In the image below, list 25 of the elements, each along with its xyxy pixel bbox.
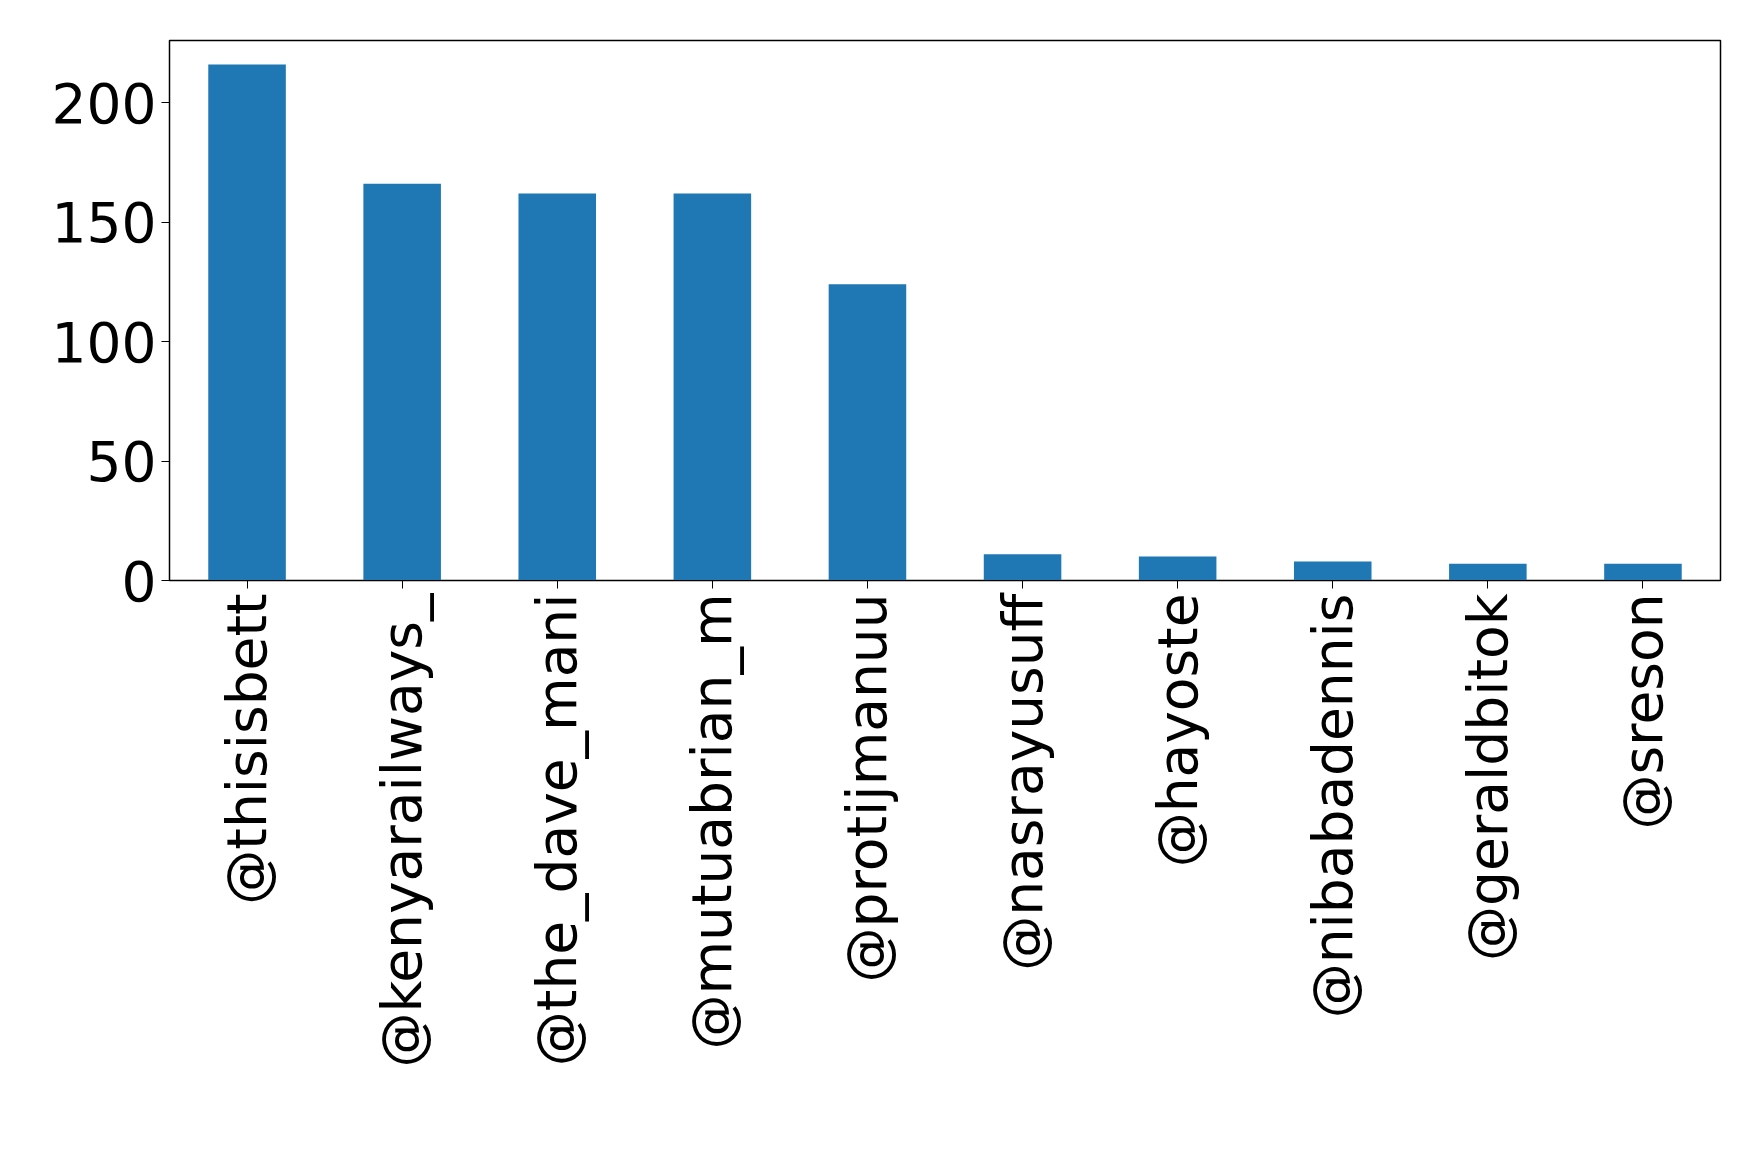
y-tick-label: 100 [51,310,157,375]
bar [1293,561,1372,581]
x-tick-label: @thisisbett [215,593,280,905]
bar [1138,556,1217,581]
bar [1604,563,1682,581]
bar [518,193,597,581]
bar [208,64,286,581]
y-tick-label: 200 [51,71,157,136]
x-tick-label: @sreson [1610,593,1675,830]
y-tick-label: 0 [121,549,157,614]
bar [673,193,752,581]
y-tick-label: 150 [51,191,157,256]
x-tick-label: @kenyarailways_ [370,592,435,1068]
y-tick-label: 50 [86,430,157,495]
bar [983,554,1062,581]
x-tick-label: @protijmanuu [835,593,900,983]
x-tick-label: @geraldbitok [1455,593,1520,962]
x-tick-label: @mutuabrian_m [680,593,745,1050]
x-tick-label: @nibabadennis [1300,593,1365,1019]
x-tick-label: @hayoste [1145,593,1210,868]
x-tick-label: @the_dave_mani [525,593,590,1067]
bar [363,183,441,581]
x-tick-label: @nasrayusuff [990,592,1055,971]
bar [828,284,907,581]
bar [1449,563,1527,581]
